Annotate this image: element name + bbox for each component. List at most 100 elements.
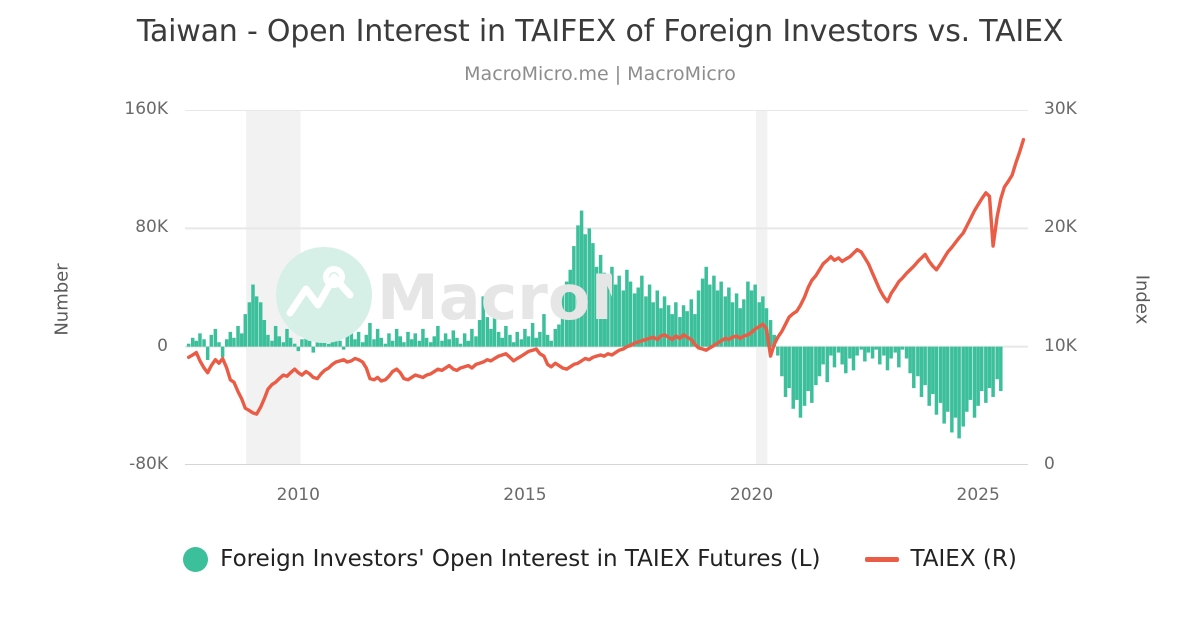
bar [734, 293, 739, 347]
bar [814, 346, 818, 386]
bar [810, 346, 814, 403]
y-axis-right-tick-label: 0 [1044, 454, 1055, 474]
bar [640, 275, 644, 347]
bar [806, 346, 810, 392]
bar [436, 325, 440, 347]
bar [338, 340, 342, 347]
bar [878, 346, 882, 365]
bar [704, 266, 708, 347]
y-axis-right-tick-label: 10K [1044, 335, 1077, 356]
bar [247, 302, 252, 347]
bar [568, 269, 572, 347]
bar [202, 339, 206, 347]
bar [432, 336, 437, 347]
bar [560, 290, 565, 347]
bar [647, 284, 652, 347]
bar [232, 337, 236, 347]
legend-circle-marker-icon [183, 546, 209, 572]
bar [194, 340, 199, 347]
bar [549, 340, 553, 347]
bar [840, 346, 844, 365]
bar [968, 346, 973, 400]
x-axis-tick-label: 2020 [729, 485, 774, 505]
bar [394, 328, 399, 347]
legend-line-marker-icon [864, 556, 899, 562]
bar [957, 346, 961, 439]
bar [776, 346, 780, 356]
plot-area [185, 110, 1028, 465]
bar [364, 334, 369, 347]
bar [870, 346, 875, 359]
bar [972, 346, 977, 418]
bar [999, 346, 1003, 392]
bar [409, 339, 414, 347]
bar [727, 287, 731, 347]
bar [213, 328, 218, 347]
bar [534, 337, 538, 347]
bar [836, 346, 841, 353]
bar [315, 337, 320, 347]
bar [296, 346, 301, 352]
line-series-taiex [186, 137, 1026, 416]
bar [742, 299, 746, 347]
bar [708, 284, 712, 347]
bar [908, 346, 912, 374]
chart-plot-svg [185, 110, 1028, 465]
bar [893, 346, 897, 353]
bar [912, 346, 916, 389]
bar [606, 278, 610, 347]
bar [421, 328, 425, 347]
bar [228, 331, 233, 347]
bar [508, 334, 512, 347]
bar [220, 346, 225, 358]
bar [821, 346, 825, 365]
legend-item-taiex[interactable]: TAIEX (R) [864, 546, 1017, 572]
bar [991, 346, 995, 397]
bar [557, 324, 561, 347]
y-axis-right-tick-label: 30K [1044, 99, 1077, 119]
bar [511, 342, 516, 347]
bar [372, 339, 376, 347]
bar [976, 346, 980, 406]
bar [474, 336, 478, 347]
bar [288, 337, 293, 347]
bar [311, 346, 316, 353]
bar [644, 296, 648, 347]
bar [360, 342, 365, 347]
bar [572, 246, 576, 347]
bar [470, 328, 474, 347]
bar [583, 234, 587, 347]
y-axis-left-tick-label: 0 [157, 335, 168, 356]
bar [953, 346, 958, 418]
bar [440, 340, 444, 347]
bar [610, 266, 614, 347]
bar [961, 346, 965, 427]
legend-item-open-interest[interactable]: Foreign Investors' Open Interest in TAIE… [183, 546, 821, 572]
bar [515, 331, 519, 347]
bar [636, 287, 640, 347]
bar [587, 228, 592, 347]
bar [621, 290, 626, 347]
bar [266, 334, 270, 347]
bar [322, 336, 327, 347]
recession-bands [246, 110, 768, 465]
bar [368, 323, 372, 347]
bar [662, 296, 667, 347]
bar [398, 336, 403, 347]
bar [761, 296, 765, 347]
bar [666, 305, 671, 347]
bar [897, 346, 901, 368]
bar [319, 342, 323, 347]
bar [353, 339, 357, 347]
bar [307, 340, 312, 347]
bar [224, 339, 229, 347]
bar [417, 340, 422, 347]
bar [205, 346, 210, 360]
bar [942, 346, 946, 424]
bar [349, 325, 354, 347]
bar [345, 334, 350, 347]
bar [428, 342, 433, 347]
x-axis-tick-label: 2025 [956, 485, 1000, 505]
bar [923, 346, 927, 386]
